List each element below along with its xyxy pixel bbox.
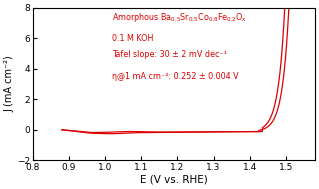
Text: 0.1 M KOH: 0.1 M KOH xyxy=(112,34,153,43)
Text: Amorphous Ba$_{0.5}$Sr$_{0.5}$Co$_{0.8}$Fe$_{0.2}$O$_x$: Amorphous Ba$_{0.5}$Sr$_{0.5}$Co$_{0.8}$… xyxy=(112,11,247,24)
X-axis label: E (V vs. RHE): E (V vs. RHE) xyxy=(140,175,208,185)
Y-axis label: J (mA cm⁻²): J (mA cm⁻²) xyxy=(4,56,14,112)
Text: η@1 mA cm⁻²: 0.252 ± 0.004 V: η@1 mA cm⁻²: 0.252 ± 0.004 V xyxy=(112,72,238,81)
Text: Tafel slope: 30 ± 2 mV dec⁻¹: Tafel slope: 30 ± 2 mV dec⁻¹ xyxy=(112,50,227,59)
